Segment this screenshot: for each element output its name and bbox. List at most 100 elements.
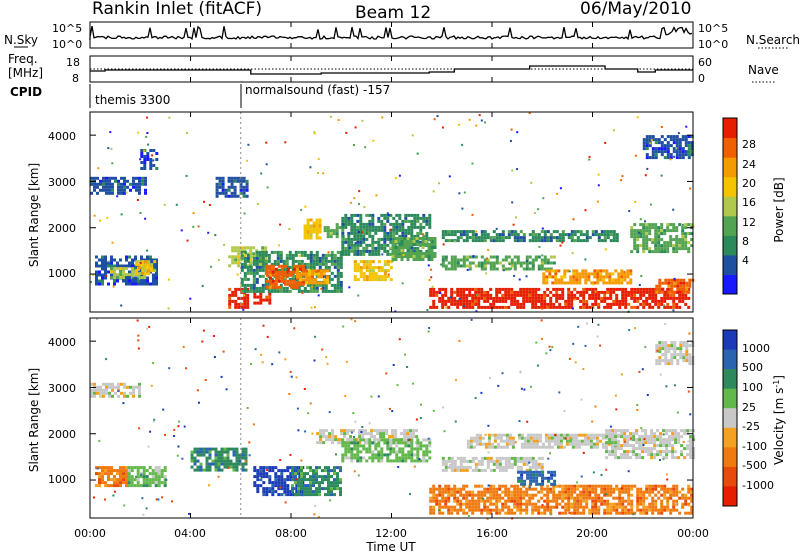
velocity-speck <box>484 433 487 436</box>
power-speck <box>401 282 404 285</box>
power-colorbar-label: Power [dB] <box>772 177 786 242</box>
velocity-speck <box>213 356 216 358</box>
power-speck <box>449 296 452 299</box>
power-patch-1 <box>140 149 159 170</box>
power-speck <box>485 272 488 275</box>
velocity-speck <box>642 443 645 446</box>
velocity-speck <box>523 388 526 391</box>
velocity-speck <box>314 504 317 507</box>
velocity-patch-7 <box>341 438 432 463</box>
power-speck <box>644 220 646 223</box>
power-speck <box>175 203 178 206</box>
velocity-speck <box>93 496 95 499</box>
velocity-speck <box>227 466 230 469</box>
velocity-speck <box>385 372 388 375</box>
velocity-speck <box>550 513 553 516</box>
velocity-speck <box>427 437 430 440</box>
power-speck <box>604 248 607 251</box>
velocity-colorbar-frame <box>722 329 738 507</box>
velocity-speck <box>580 475 583 478</box>
velocity-speck <box>621 487 623 490</box>
velocity-speck <box>594 405 597 408</box>
velocity-patch-0 <box>90 382 141 398</box>
power-speck <box>105 274 108 277</box>
velocity-swatch-2 <box>723 369 737 390</box>
velocity-speck <box>449 463 452 466</box>
velocity-speck <box>313 513 316 516</box>
power-speck <box>476 294 478 297</box>
power-speck <box>495 227 498 230</box>
power-speck <box>313 132 316 135</box>
power-speck <box>634 201 637 203</box>
velocity-patch-4 <box>253 466 305 497</box>
velocity-speck <box>470 318 473 321</box>
time-tick-24: 00:00 <box>677 527 709 540</box>
velocity-speck <box>181 457 184 460</box>
velocity-speck <box>201 340 204 343</box>
power-speck <box>640 275 643 277</box>
power-speck <box>660 126 663 128</box>
power-speck <box>239 284 242 287</box>
power-speck <box>208 204 211 206</box>
power-speck <box>448 175 451 178</box>
velocity-speck <box>202 329 205 332</box>
power-speck <box>313 306 316 309</box>
velocity-speck <box>354 420 357 423</box>
power-speck <box>364 146 367 149</box>
velocity-swatch-8 <box>723 486 737 507</box>
velocity-speck <box>594 504 597 507</box>
power-patch-19 <box>441 230 619 243</box>
velocity-speck <box>392 364 395 366</box>
velocity-speck <box>258 476 261 479</box>
power-speck <box>571 252 574 255</box>
velocity-cbar-tick-minus500: -500 <box>742 459 767 472</box>
velocity-speck <box>659 459 661 461</box>
power-speck <box>353 197 356 200</box>
velocity-speck <box>168 367 171 370</box>
power-speck <box>480 119 483 122</box>
velocity-speck <box>225 388 228 391</box>
cpid-label: CPID <box>10 85 42 99</box>
power-speck <box>151 154 154 157</box>
power-speck <box>266 186 269 189</box>
power-speck <box>429 240 432 243</box>
velocity-colorbar <box>723 330 737 507</box>
power-speck <box>672 309 675 312</box>
velocity-speck <box>638 370 641 373</box>
power-speck <box>533 212 536 214</box>
power-speck <box>357 294 360 297</box>
velocity-speck <box>141 497 144 500</box>
power-speck <box>646 167 649 170</box>
velocity-speck <box>419 417 422 419</box>
velocity-speck <box>520 387 523 390</box>
power-speck <box>416 152 419 155</box>
velocity-speck <box>164 433 166 436</box>
power-speck <box>461 207 464 210</box>
velocity-speck <box>183 425 186 428</box>
velocity-patch-9 <box>441 456 544 472</box>
velocity-speck <box>278 351 281 354</box>
velocity-speck <box>138 427 141 430</box>
velocity-speck <box>591 420 594 423</box>
velocity-speck <box>531 473 534 476</box>
power-cbar-tick-16: 16 <box>742 196 756 209</box>
velocity-speck <box>296 407 299 410</box>
power-speck <box>392 259 395 262</box>
power-cbar-tick-8: 8 <box>742 235 749 248</box>
power-speck <box>541 254 544 257</box>
velocity-speck <box>254 348 257 351</box>
velocity-patch-12 <box>655 341 695 366</box>
power-speck <box>381 253 384 256</box>
velocity-speck <box>489 376 491 379</box>
power-speck <box>97 167 100 170</box>
velocity-speck <box>551 346 554 349</box>
power-speck <box>556 192 559 195</box>
velocity-speck <box>289 370 292 373</box>
power-swatch-3 <box>723 215 737 236</box>
velocity-speck <box>307 412 310 415</box>
velocity-swatch-3 <box>723 388 737 409</box>
power-speck <box>636 116 639 119</box>
power-ytick-1000: 1000 <box>48 267 76 280</box>
power-speck <box>623 270 626 273</box>
power-speck <box>152 159 155 162</box>
